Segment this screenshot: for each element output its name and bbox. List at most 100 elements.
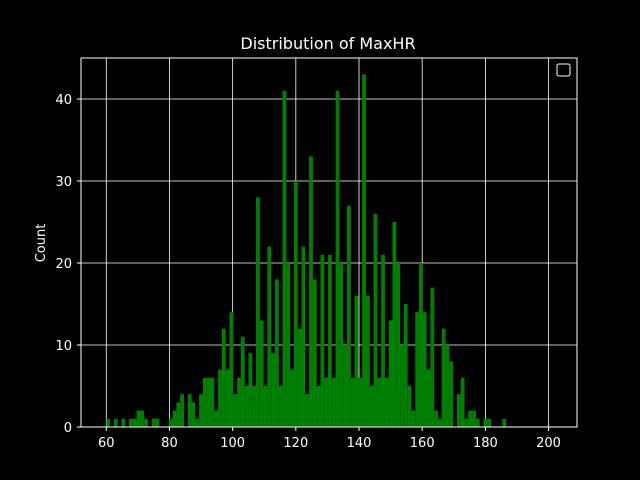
bars — [106, 74, 507, 428]
bar-89 — [475, 418, 480, 427]
bar-48 — [316, 386, 321, 427]
bar-30 — [248, 353, 253, 427]
bar-67 — [388, 320, 393, 427]
bar-74 — [415, 312, 420, 427]
bar-46 — [309, 156, 313, 427]
bar-8 — [151, 418, 156, 427]
bar-32 — [256, 197, 260, 427]
bar-61 — [365, 295, 370, 427]
bar-73 — [411, 410, 416, 427]
bar-90 — [483, 418, 488, 427]
bar-31 — [252, 386, 257, 427]
bar-55 — [343, 345, 348, 427]
bar-5 — [136, 410, 141, 427]
plot-frame — [80, 57, 578, 428]
x-tick-label-7: 200 — [536, 436, 561, 451]
bar-41 — [290, 369, 294, 427]
bar-33 — [259, 320, 264, 427]
y-tick-label-1: 10 — [55, 339, 72, 354]
bar-75 — [419, 263, 423, 427]
bar-63 — [373, 213, 378, 427]
bar-10 — [168, 418, 173, 427]
legend-box — [556, 63, 571, 77]
bar-45 — [305, 394, 310, 427]
bar-28 — [240, 336, 245, 427]
bar-3 — [129, 418, 133, 427]
bar-83 — [449, 361, 454, 427]
bar-92 — [502, 418, 507, 427]
bar-52 — [331, 377, 336, 427]
y-tick-label-3: 30 — [55, 175, 72, 190]
x-tick-label-1: 80 — [161, 436, 178, 451]
bar-12 — [176, 402, 181, 427]
bar-91 — [487, 418, 492, 427]
bar-66 — [384, 377, 389, 427]
bar-26 — [233, 394, 238, 427]
bar-82 — [445, 345, 450, 427]
bar-19 — [206, 377, 211, 427]
bar-72 — [407, 386, 412, 427]
bar-65 — [381, 254, 385, 427]
bar-49 — [320, 254, 325, 427]
bar-70 — [400, 345, 404, 427]
bar-18 — [202, 377, 207, 427]
bar-16 — [195, 418, 200, 427]
y-tick-label-2: 20 — [55, 257, 72, 272]
bar-40 — [286, 263, 291, 427]
bar-59 — [358, 377, 363, 427]
bar-88 — [472, 410, 476, 427]
bar-22 — [218, 369, 222, 427]
bar-9 — [155, 418, 160, 427]
bar-57 — [350, 377, 355, 427]
bar-36 — [271, 353, 275, 427]
bar-7 — [144, 418, 148, 427]
x-tick-label-6: 180 — [473, 436, 498, 451]
bar-77 — [426, 369, 431, 427]
bar-34 — [263, 386, 268, 427]
bar-80 — [437, 418, 442, 427]
bar-85 — [460, 377, 465, 427]
bar-69 — [396, 263, 401, 427]
x-tick-label-0: 60 — [98, 436, 115, 451]
y-tick-label-0: 0 — [64, 421, 72, 436]
chart-title: Distribution of MaxHR — [240, 34, 415, 53]
bar-44 — [301, 246, 306, 427]
x-tick-label-5: 160 — [410, 436, 435, 451]
bar-47 — [312, 279, 317, 427]
bar-38 — [278, 386, 283, 427]
bar-56 — [347, 205, 351, 427]
bar-81 — [441, 328, 446, 427]
bar-11 — [172, 410, 177, 427]
bar-27 — [237, 377, 241, 427]
x-tick-label-4: 140 — [347, 436, 372, 451]
ticks: 60 80 100 120 140 160 180 200 0 10 20 30 40 — [55, 93, 561, 451]
bar-29 — [244, 386, 249, 427]
bar-15 — [191, 402, 196, 427]
bar-84 — [456, 394, 461, 427]
y-tick-label-4: 40 — [55, 93, 72, 108]
bar-42 — [293, 181, 298, 427]
bar-21 — [214, 410, 219, 427]
x-tick-label-2: 100 — [220, 436, 245, 451]
bar-2 — [121, 418, 126, 427]
x-tick-label-3: 120 — [283, 436, 308, 451]
bar-60 — [362, 74, 366, 428]
bar-0 — [106, 418, 111, 427]
bar-50 — [324, 377, 329, 427]
bar-64 — [377, 377, 382, 427]
bar-71 — [403, 304, 408, 427]
bar-39 — [282, 90, 287, 428]
bar-79 — [434, 410, 438, 427]
bar-86 — [464, 418, 469, 427]
bar-37 — [274, 279, 279, 427]
bar-23 — [221, 328, 226, 427]
bar-24 — [225, 369, 230, 427]
bar-58 — [354, 295, 359, 427]
bar-25 — [229, 312, 234, 427]
bar-20 — [210, 377, 215, 427]
bar-51 — [328, 254, 332, 427]
bar-17 — [199, 394, 203, 427]
bar-13 — [180, 394, 184, 427]
